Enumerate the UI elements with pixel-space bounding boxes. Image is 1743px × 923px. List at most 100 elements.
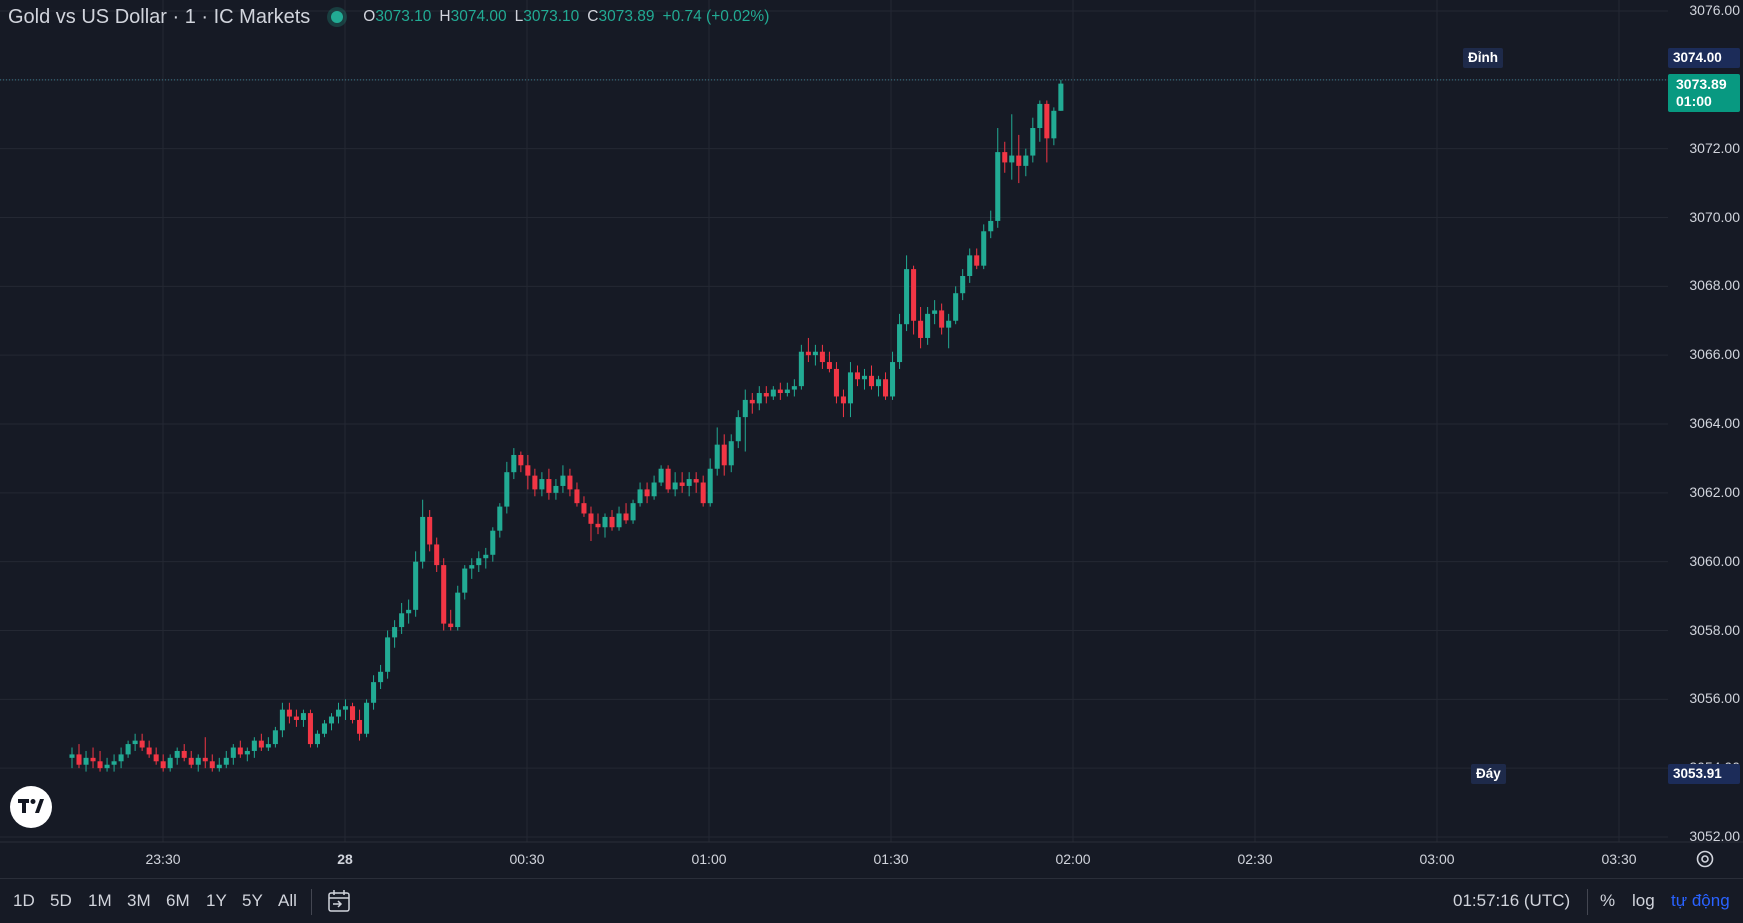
ohlc-low: L3073.10 (515, 8, 580, 26)
candle-body (364, 702, 370, 734)
candle-body (188, 757, 194, 765)
percent-scale-toggle[interactable]: % (1600, 891, 1616, 910)
price-tick-label: 3058.00 (1689, 621, 1740, 638)
high-label: Đỉnh (1463, 48, 1503, 68)
candle-body (97, 761, 103, 769)
candle-body (890, 362, 896, 397)
symbol-title[interactable]: Gold vs US Dollar · 1 · IC Markets (8, 5, 311, 28)
price-chart[interactable] (0, 0, 1743, 878)
candle-body (735, 417, 741, 442)
candle-body (223, 757, 229, 765)
candle-body (1058, 83, 1064, 111)
candle-body (883, 379, 889, 397)
candle-body (413, 561, 419, 610)
candle-body (90, 757, 96, 762)
candle-body (539, 479, 545, 490)
candle-body (868, 375, 875, 387)
candle-body (434, 544, 440, 566)
candle-body (483, 554, 489, 559)
candle-body (546, 479, 552, 493)
candle-body (279, 709, 285, 731)
candle-body (406, 609, 412, 614)
candle-body (272, 730, 278, 745)
candle-body (960, 276, 966, 294)
candle-body (974, 255, 980, 266)
candle-body (847, 372, 853, 404)
tradingview-logo[interactable] (10, 786, 52, 828)
ohlc-high: H3074.00 (439, 8, 506, 26)
range-6m[interactable]: 6M (166, 891, 190, 910)
price-tick-label: 3056.00 (1689, 690, 1740, 707)
candle-body (167, 757, 173, 769)
candles (69, 79, 1064, 772)
market-status-icon[interactable] (331, 11, 344, 23)
candle-body (904, 269, 910, 325)
price-tick-label: 3052.00 (1689, 828, 1740, 844)
range-5y[interactable]: 5Y (242, 891, 263, 910)
candle-body (932, 310, 938, 314)
candle-body (693, 479, 699, 483)
candle-body (420, 516, 426, 562)
candle-body (861, 375, 868, 380)
range-5d[interactable]: 5D (50, 891, 72, 910)
candle-body (714, 444, 720, 469)
candle-body (216, 764, 222, 769)
candle-body (251, 740, 257, 751)
candle-body (342, 706, 349, 710)
candle-body (988, 220, 994, 232)
candle-body (357, 719, 363, 734)
range-1y[interactable]: 1Y (206, 891, 227, 910)
candle-body (300, 713, 306, 720)
candle-body (770, 389, 776, 397)
range-3m[interactable]: 3M (127, 891, 151, 910)
candle-body (1009, 155, 1015, 163)
candle-body (981, 231, 987, 266)
candle-body (637, 489, 643, 504)
candle-body (321, 723, 328, 734)
candle-body (791, 386, 797, 390)
candle-body (840, 396, 846, 404)
price-tick-label: 3076.00 (1689, 2, 1740, 18)
auto-scale-toggle[interactable]: tự động (1671, 891, 1730, 910)
candle-body (441, 565, 447, 624)
candle-body (328, 716, 335, 724)
time-tick-label: 01:30 (873, 851, 909, 867)
go-to-date-icon[interactable] (326, 888, 352, 914)
candle-body (679, 482, 685, 486)
candle-body (504, 472, 510, 507)
candle-body (146, 747, 152, 755)
price-tick-label: 3072.00 (1689, 139, 1740, 156)
high-value-tag: 3074.00 (1668, 48, 1740, 68)
high-value: 3074.00 (450, 8, 507, 25)
candle-body (265, 744, 271, 748)
log-scale-toggle[interactable]: log (1632, 891, 1655, 910)
low-label: Đáy (1471, 764, 1506, 784)
candle-body (181, 750, 187, 758)
candle-body (756, 393, 762, 404)
candle-body (812, 351, 818, 356)
range-1d[interactable]: 1D (13, 891, 35, 910)
time-tick-label: 03:00 (1419, 851, 1455, 867)
candle-body (392, 627, 398, 638)
candle-body (1016, 155, 1022, 166)
candle-body (567, 475, 573, 490)
toolbar-divider-right (1587, 889, 1588, 915)
time-tick-label: 03:30 (1601, 851, 1637, 867)
candle-body (953, 293, 959, 321)
bottom-toolbar: 1D 5D 1M 3M 6M 1Y 5Y All 01:57:16 (UTC) … (0, 878, 1743, 923)
range-1m[interactable]: 1M (88, 891, 112, 910)
candle-body (230, 747, 236, 758)
last-price: 3073.89 (1676, 76, 1727, 92)
candle-body (111, 761, 117, 765)
candle-body (118, 754, 124, 762)
gear-icon[interactable] (1694, 848, 1716, 870)
candle-body (630, 503, 636, 521)
range-all[interactable]: All (278, 891, 297, 910)
utc-clock[interactable]: 01:57:16 (UTC) (1453, 891, 1571, 910)
candle-body (525, 465, 531, 476)
candle-body (609, 516, 615, 528)
symbol-legend: Gold vs US Dollar · 1 · IC Markets O3073… (8, 4, 769, 30)
candle-body (307, 713, 313, 745)
candle-body (805, 351, 811, 356)
candle-body (897, 324, 903, 363)
